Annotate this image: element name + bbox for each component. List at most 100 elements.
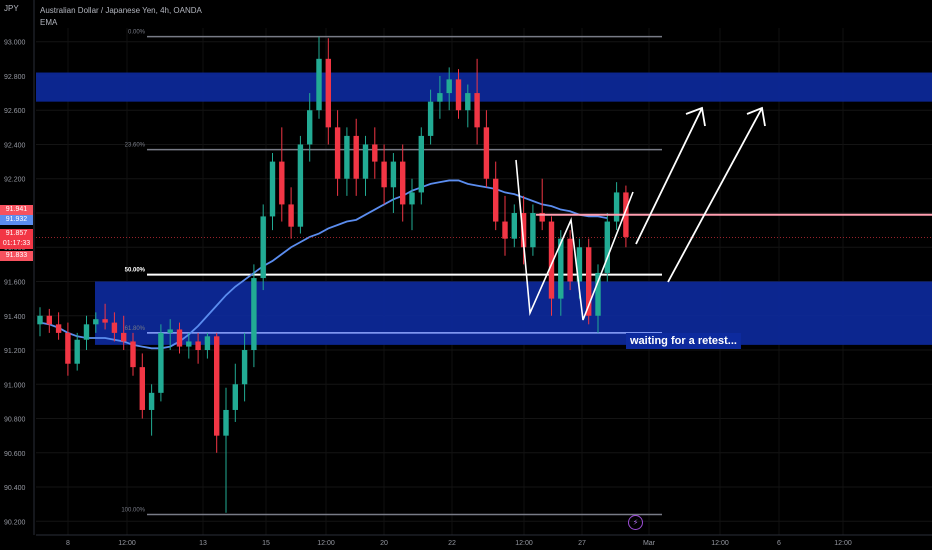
arrow-head (746, 106, 766, 127)
candle-body (558, 238, 564, 299)
price-tag: 91.833 (0, 251, 33, 261)
candle-body (586, 247, 592, 316)
y-tick-label: 92.200 (4, 177, 26, 184)
candle-body (214, 336, 220, 436)
x-tick-label: 27 (578, 540, 586, 547)
candle-body (353, 135, 359, 179)
lightning-icon[interactable]: ⚡ (628, 515, 643, 530)
candle-body (530, 212, 536, 248)
x-tick-label: 12:00 (711, 540, 729, 547)
fib-label: 23.60% (125, 143, 146, 149)
candle-body (176, 329, 183, 347)
fib-label: 0.00% (128, 30, 146, 36)
y-tick-label: 90.600 (4, 451, 26, 458)
candle-body (511, 212, 517, 239)
x-tick-label: Mar (643, 540, 656, 547)
candle-body (83, 324, 90, 340)
candle-body (474, 93, 480, 128)
candle-body (595, 272, 601, 316)
candle-body (223, 409, 229, 436)
projection-arrow (667, 107, 763, 283)
candle-body (604, 221, 610, 273)
candle-body (465, 93, 471, 111)
y-tick-label: 92.600 (4, 108, 26, 115)
price-tag: 91.932 (0, 215, 33, 225)
candle-body (520, 212, 527, 248)
candles (37, 36, 629, 513)
candle-body (251, 278, 257, 351)
price-tag: 91.857 (0, 229, 33, 239)
candle-body (232, 384, 238, 410)
y-tick-label: 90.400 (4, 485, 26, 492)
candle-body (55, 324, 62, 333)
candle-body (65, 332, 71, 364)
candle-body (307, 110, 313, 145)
y-tick-label: 92.400 (4, 142, 26, 149)
supply-zone (36, 72, 932, 102)
candle-body (493, 178, 499, 222)
demand-zone (95, 281, 932, 345)
candle-body (372, 144, 378, 162)
candle-body (111, 322, 118, 333)
drawings (515, 106, 932, 321)
y-tick-label: 91.000 (4, 382, 26, 389)
y-tick-label: 91.400 (4, 314, 26, 321)
candle-body (130, 341, 136, 368)
candle-body (548, 221, 555, 299)
candle-body (139, 367, 145, 410)
candle-body (455, 79, 462, 111)
x-tick-label: 22 (448, 540, 456, 547)
candle-body (567, 238, 573, 282)
fib-retracement: 0.00% 23.60% 50.00% 61.80% 100.00% (121, 30, 662, 516)
candle-body (613, 192, 620, 222)
candle-body (46, 315, 52, 325)
fib-label: 61.80% (125, 326, 146, 332)
x-tick-label: 15 (262, 540, 270, 547)
candle-body (362, 144, 369, 179)
zigzag-pattern (515, 159, 634, 321)
fib-label: 100.00% (121, 507, 145, 513)
candle-body (409, 192, 415, 205)
y-tick-label: 93.000 (4, 40, 26, 47)
candle-body (158, 332, 164, 393)
candle-body (241, 350, 248, 385)
candle-body (381, 161, 387, 188)
candle-body (502, 221, 508, 239)
candle-body (148, 392, 155, 410)
candle-body (446, 79, 452, 94)
countdown-tag: 01:17:33 (0, 239, 33, 249)
x-tick-label: 6 (777, 540, 781, 547)
candle-body (437, 93, 443, 102)
candle-body (418, 135, 424, 193)
y-tick-label: 92.800 (4, 74, 26, 81)
x-tick-label: 20 (380, 540, 388, 547)
candle-body (260, 216, 266, 279)
y-tick-label: 91.600 (4, 280, 26, 287)
candle-body (93, 319, 99, 325)
candle-body (167, 329, 173, 333)
candle-body (204, 336, 211, 351)
candle-body (483, 127, 490, 179)
candle-body (279, 161, 285, 205)
candle-body (102, 319, 108, 323)
candle-body (344, 135, 350, 179)
fib-label: 50.00% (125, 268, 146, 274)
x-tick-label: 12:00 (834, 540, 852, 547)
candle-body (539, 212, 545, 222)
candle-body (400, 161, 406, 205)
x-tick-label: 13 (199, 540, 207, 547)
candle-body (325, 58, 331, 128)
candle-body (195, 341, 201, 351)
candle-body (297, 144, 304, 227)
candle-body (427, 101, 434, 136)
candle-body (288, 204, 294, 227)
candle-body (334, 127, 341, 179)
candle-body (390, 161, 397, 188)
y-tick-label: 91.200 (4, 348, 26, 355)
candle-body (269, 161, 276, 217)
projection-arrow (635, 107, 703, 245)
x-tick-label: 12:00 (515, 540, 533, 547)
candle-body (186, 341, 192, 347)
retest-note[interactable]: waiting for a retest... (626, 333, 741, 349)
